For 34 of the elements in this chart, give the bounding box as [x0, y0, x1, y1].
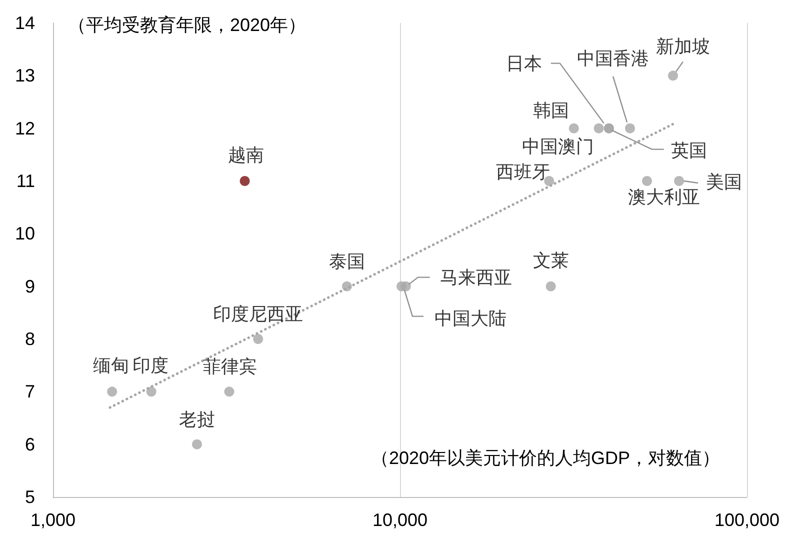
y-tick-label: 7 — [24, 382, 35, 402]
series-label: 印度尼西亚 — [213, 304, 304, 324]
x-tick-label: 100,000 — [714, 510, 780, 530]
series-label: 西班牙 — [496, 162, 550, 182]
series-label: 泰国 — [328, 251, 365, 272]
y-tick-label: 6 — [24, 434, 35, 454]
y-tick-label: 8 — [24, 329, 35, 349]
series-label: 中国大陆 — [434, 308, 506, 328]
series-label: 越南 — [228, 145, 264, 165]
text: 日本 — [506, 53, 542, 74]
series-label: 新加坡 — [656, 36, 710, 57]
x-tick-label: 1,000 — [30, 510, 76, 530]
y-tick-label: 14 — [14, 13, 35, 33]
y-tick-label: 11 — [16, 171, 35, 191]
series-label: 韩国 — [532, 100, 569, 120]
series-label: 菲律宾 — [203, 356, 258, 377]
y-tick-label: 10 — [14, 224, 35, 244]
series-label: 缅甸 — [93, 356, 130, 376]
series-label: 老挝 — [178, 409, 215, 430]
y-tick-label: 5 — [24, 487, 35, 507]
y-tick-label: 13 — [14, 66, 35, 86]
x-axis-title: （2020年以美元计价的人均GDP，对数值） — [370, 448, 720, 468]
text: 英国 — [670, 140, 707, 160]
series-label: 澳大利亚 — [628, 187, 700, 207]
series-label: 印度 — [132, 356, 168, 376]
series-label: 文莱 — [532, 250, 569, 270]
series-label: 美国 — [706, 172, 742, 192]
x-tick-label: 10,000 — [372, 510, 428, 530]
y-tick-label: 9 — [24, 276, 35, 296]
y-tick-label: 12 — [14, 118, 35, 138]
series-label: 马来西亚 — [440, 267, 512, 288]
y-axis-title: （平均受教育年限，2020年） — [68, 15, 306, 35]
series-label: 中国澳门 — [522, 136, 594, 156]
text: 中国香港 — [576, 48, 649, 68]
